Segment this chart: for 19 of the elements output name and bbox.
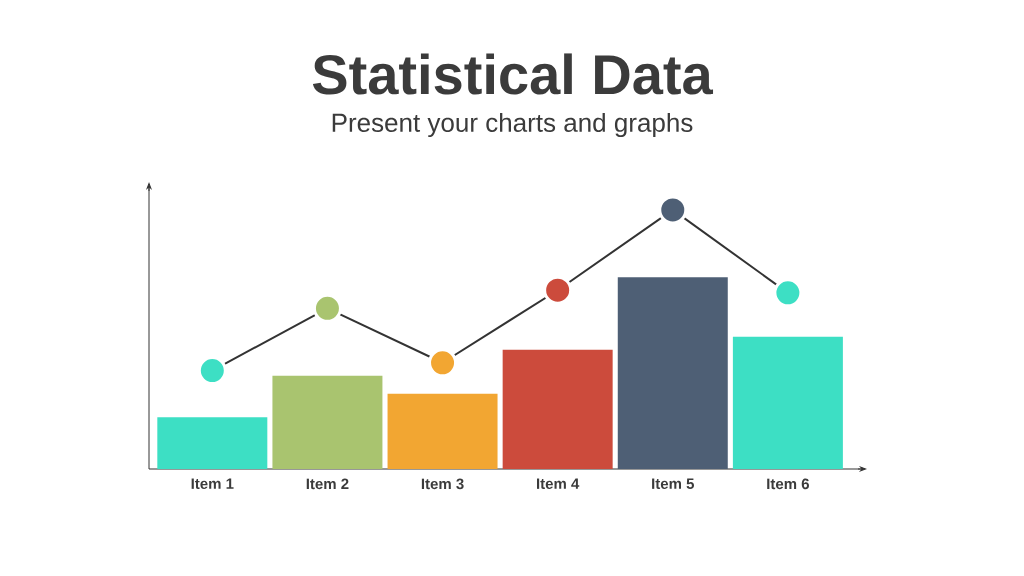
point [312,293,342,323]
x-tick-label: Item 6 [767,478,809,490]
chart-title: Statistical Data [312,53,714,95]
bar [387,393,498,469]
bar [157,417,268,469]
bar [732,336,843,469]
x-tick-label: Item 2 [306,478,349,490]
point [543,275,573,305]
x-tick-label: Item 1 [191,478,234,489]
point [658,195,688,225]
point [773,278,803,308]
bar [617,277,728,469]
bar [502,349,613,469]
chart-subtitle: Present your charts and graphs [332,112,693,138]
x-tick-label: Item 4 [536,478,580,489]
x-tick-label: Item 5 [652,478,695,489]
point [428,348,458,378]
bar [272,375,383,469]
x-tick-label: Item 3 [421,478,464,490]
